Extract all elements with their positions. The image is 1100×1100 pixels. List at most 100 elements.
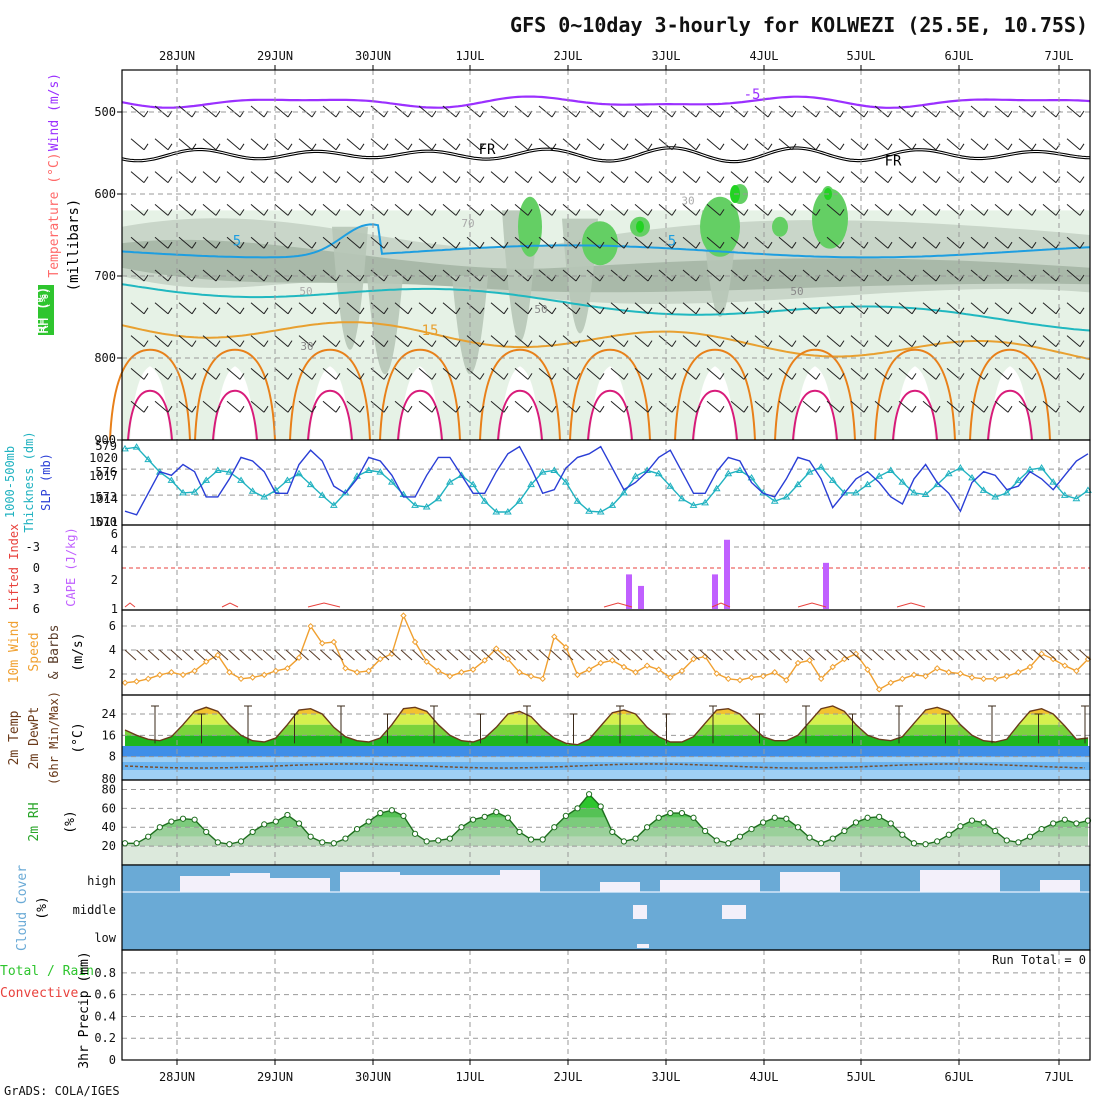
wind-barb-flag bbox=[431, 143, 437, 151]
wind-barb bbox=[514, 204, 529, 216]
thickness-point bbox=[747, 473, 756, 481]
dry-hole bbox=[130, 366, 170, 440]
wind-barb-flag bbox=[287, 340, 293, 347]
dry-hole bbox=[215, 366, 255, 440]
wind-barb-flag bbox=[263, 373, 269, 380]
wind-barb bbox=[706, 335, 721, 347]
thickness-point bbox=[991, 493, 1000, 500]
wind-barb-flag bbox=[407, 241, 413, 249]
wind-barb bbox=[466, 368, 481, 380]
rh2m-point bbox=[1038, 826, 1045, 833]
wind10m-point bbox=[933, 665, 941, 672]
wind-barb bbox=[586, 171, 601, 183]
wind10m-barb bbox=[665, 649, 677, 661]
wind-barb bbox=[202, 204, 217, 216]
dry-hole bbox=[795, 366, 835, 440]
rh-shading bbox=[122, 184, 1090, 440]
wind-barb-flag bbox=[815, 373, 821, 380]
wind-barb bbox=[1042, 171, 1057, 183]
wind10m-point bbox=[307, 622, 314, 630]
temp-band-cool bbox=[122, 746, 1090, 757]
wind-barb bbox=[274, 302, 289, 315]
wind10m-point bbox=[191, 667, 198, 675]
rh2m-point bbox=[771, 814, 778, 821]
wind-barb bbox=[850, 400, 865, 413]
wind-barb-flag bbox=[191, 373, 197, 380]
wind-barb bbox=[466, 400, 481, 413]
wind-barb bbox=[226, 400, 241, 413]
wind-barb bbox=[466, 171, 481, 183]
wind-barb-flag bbox=[503, 274, 509, 282]
wind-barb bbox=[1042, 400, 1057, 413]
wind10m-barb bbox=[952, 649, 965, 661]
wind-barb-flag bbox=[623, 373, 629, 380]
wind10m-barb bbox=[826, 649, 838, 661]
wind-barb-flag bbox=[143, 405, 149, 413]
wind-barb-flag bbox=[263, 241, 269, 249]
cloud-panel: high middle low bbox=[73, 864, 1091, 951]
wind-barb-flag bbox=[215, 241, 221, 249]
rh2m-point bbox=[539, 836, 546, 843]
wind-barb bbox=[1018, 138, 1033, 151]
rh-tick-label: 40 bbox=[102, 820, 116, 834]
wind10m-point bbox=[121, 679, 129, 686]
wind-barb-flag bbox=[503, 110, 509, 118]
isotherm-20-arch bbox=[109, 348, 191, 441]
rh2m-point bbox=[226, 841, 233, 848]
wind10m-point bbox=[736, 676, 744, 684]
wind-barb-flag bbox=[479, 373, 485, 380]
wind-barb bbox=[994, 204, 1009, 216]
rh2m-point bbox=[852, 819, 860, 826]
rh2m-point bbox=[1050, 820, 1057, 827]
wind-barb bbox=[154, 204, 169, 216]
wind-barb bbox=[994, 171, 1009, 183]
lifted-index-segment bbox=[221, 602, 239, 608]
wind10m-tick-label: 4 bbox=[109, 643, 116, 657]
cloud-gap bbox=[1040, 880, 1080, 892]
cloud-gap bbox=[270, 878, 330, 892]
wind-barb bbox=[874, 335, 889, 347]
wind10m-point bbox=[887, 679, 894, 686]
wind-barb-flag bbox=[335, 340, 341, 347]
wind10m-barb bbox=[699, 649, 712, 661]
wind-barb-flag bbox=[1007, 340, 1013, 347]
wind-barb-flag bbox=[959, 307, 965, 315]
wind10m-point bbox=[504, 655, 512, 663]
rh2m-point bbox=[1026, 833, 1034, 840]
thickness-point bbox=[376, 468, 385, 475]
wind-barb-flag bbox=[863, 373, 869, 380]
wind-barb-flag bbox=[1079, 307, 1085, 315]
wind-barb bbox=[1042, 335, 1057, 347]
rh-moist-blob bbox=[518, 196, 542, 257]
rh-tick-label: 60 bbox=[102, 801, 116, 815]
wind-barb-flag bbox=[1079, 143, 1085, 151]
thickness-tick-label: 570 bbox=[95, 515, 117, 529]
date-label-bottom: 1JUL bbox=[456, 1070, 485, 1084]
wind-barb-flag bbox=[815, 307, 821, 315]
date-label-top: 7JUL bbox=[1045, 49, 1074, 63]
ylabel-precip-total: Total / Rain bbox=[0, 964, 94, 979]
rh2m-point bbox=[760, 819, 767, 826]
wind10m-barb bbox=[297, 649, 309, 661]
wind-barb-flag bbox=[695, 340, 701, 347]
wind-barb bbox=[538, 302, 553, 315]
wind-barb bbox=[898, 400, 913, 413]
wind-barb-flag bbox=[1007, 176, 1013, 183]
wind10m-barb bbox=[722, 649, 735, 661]
wind-barb-flag bbox=[407, 143, 413, 151]
date-label-top: 1JUL bbox=[456, 49, 485, 63]
thickness-point bbox=[1014, 476, 1023, 483]
wind-barb-flag bbox=[647, 110, 653, 118]
wind-barb-flag bbox=[791, 143, 797, 151]
wind-barb bbox=[538, 204, 553, 216]
wind-barb-flag bbox=[791, 340, 797, 347]
wind-barb-flag bbox=[1031, 241, 1037, 249]
thickness-frame bbox=[121, 439, 1091, 526]
wind-barb bbox=[322, 204, 337, 216]
wind-barb-flag bbox=[1031, 143, 1037, 151]
wind-barb-flag bbox=[1031, 373, 1037, 380]
wind-barb bbox=[178, 368, 193, 380]
wind-barb bbox=[226, 171, 241, 183]
wind10m-barb bbox=[814, 649, 827, 661]
wind-barb-flag bbox=[503, 176, 509, 183]
